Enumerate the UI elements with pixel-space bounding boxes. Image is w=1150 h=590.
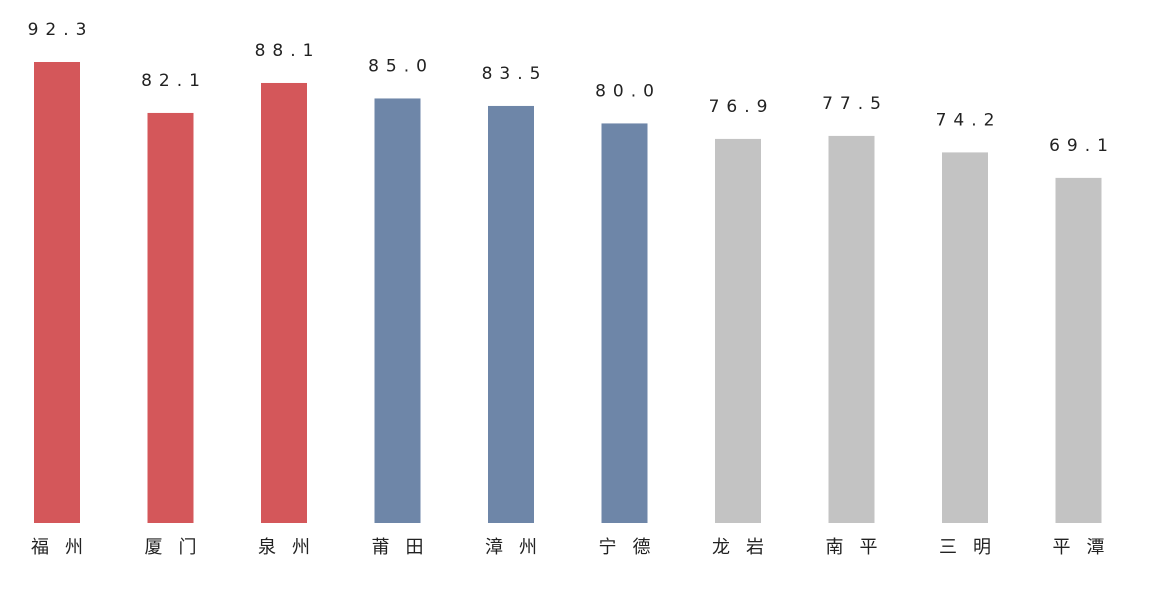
bar: [261, 82, 307, 524]
value-label: 82.1: [141, 71, 207, 91]
value-label: 80.0: [595, 81, 661, 101]
bar: [488, 105, 534, 523]
x-tick-label: 泉州: [258, 537, 326, 558]
bar: [942, 152, 988, 523]
value-label: 85.0: [368, 56, 434, 76]
bar: [828, 135, 875, 523]
bar: [34, 62, 80, 523]
x-tick-label: 福州: [31, 537, 99, 558]
x-tick-label: 厦门: [145, 537, 213, 558]
x-tick-label: 莆田: [372, 537, 440, 558]
value-label: 92.3: [28, 20, 94, 40]
value-label: 69.1: [1049, 136, 1115, 156]
x-tick-label: 平潭: [1053, 537, 1121, 558]
bar: [147, 112, 194, 523]
bar: [601, 123, 648, 523]
value-label: 77.5: [822, 94, 888, 114]
value-label: 76.9: [709, 97, 775, 117]
value-label: 83.5: [482, 64, 548, 84]
value-label: 88.1: [255, 41, 321, 61]
x-tick-label: 三明: [939, 537, 1007, 558]
bar: [374, 98, 421, 524]
x-tick-label: 漳州: [485, 537, 553, 558]
bar: [1055, 177, 1102, 523]
x-tick-label: 龙岩: [712, 537, 780, 558]
bar: [715, 138, 761, 524]
x-tick-label: 南平: [826, 537, 894, 558]
value-label: 74.2: [936, 110, 1002, 130]
x-tick-label: 宁德: [599, 537, 667, 558]
